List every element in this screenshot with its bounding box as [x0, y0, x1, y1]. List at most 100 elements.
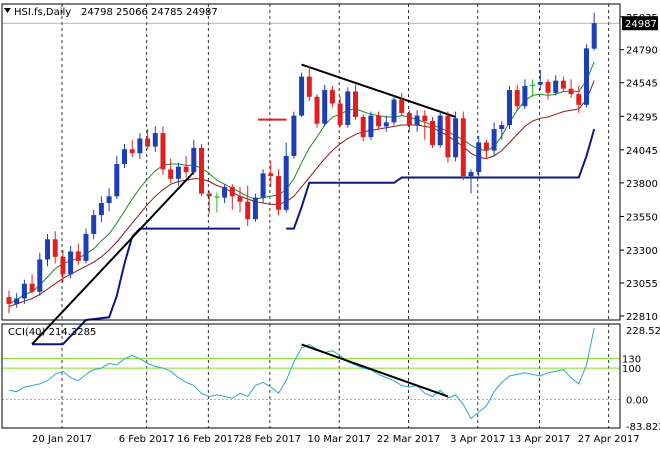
- candle-body: [368, 115, 374, 138]
- candle-body: [468, 172, 474, 177]
- candle-body: [52, 239, 58, 257]
- candle-body: [460, 118, 466, 177]
- candle-body: [399, 99, 405, 113]
- candle-body: [175, 166, 181, 179]
- price-candles: [6, 12, 597, 314]
- candle-body: [114, 164, 120, 197]
- x-tick-label: 16 Feb 2017: [177, 434, 239, 445]
- candle-body: [83, 233, 89, 261]
- candle-body: [576, 94, 582, 105]
- candle-body: [360, 116, 366, 138]
- candle-body: [252, 197, 258, 220]
- x-tick-label: 28 Feb 2017: [239, 434, 301, 445]
- candle-body: [445, 115, 451, 158]
- candle-body: [137, 138, 143, 154]
- candle-body: [214, 196, 220, 198]
- candle-body: [383, 122, 389, 127]
- axis-labels: 20 Jan 2017 6 Feb 2017 16 Feb 2017 28 Feb 2…: [4, 8, 660, 445]
- cci-line: [8, 327, 595, 420]
- candle-body: [314, 96, 320, 124]
- candle-body: [530, 84, 536, 87]
- y-tick-label: 23300: [626, 246, 658, 257]
- candle-body: [491, 129, 497, 151]
- candle-body: [45, 239, 50, 260]
- candle-body: [306, 76, 312, 97]
- cci-lines: [8, 327, 595, 420]
- candle-body: [183, 166, 189, 173]
- candle-body: [453, 118, 459, 158]
- candle-body: [37, 259, 43, 292]
- candle-body: [545, 81, 551, 93]
- candle-body: [422, 115, 428, 121]
- candle-body: [406, 112, 412, 126]
- candle-body: [98, 203, 104, 216]
- candle-body: [129, 149, 135, 154]
- candle-body: [145, 138, 151, 147]
- y-tick-label: 24045: [626, 146, 658, 157]
- y-tick-label: 23550: [626, 212, 658, 223]
- candle-body: [276, 176, 281, 210]
- x-tick-label: 20 Jan 2017: [32, 434, 92, 445]
- price-chart-title: HSI.fs,Daily: [14, 7, 71, 18]
- candle-body: [329, 90, 335, 104]
- candle-body: [229, 186, 235, 197]
- trailing-stop-line: [32, 227, 240, 346]
- price-pane-frame: [1, 3, 621, 321]
- candle-body: [584, 48, 589, 105]
- candle-body: [568, 88, 574, 95]
- cci-level-label: 130: [622, 355, 641, 366]
- candle-body: [537, 81, 543, 85]
- x-tick-label: 6 Feb 2017: [119, 434, 175, 445]
- last-price-text: 24987: [625, 19, 657, 30]
- trailing-stop-line: [286, 128, 596, 230]
- last-price-tag: [622, 16, 658, 31]
- cci-last-value: 228.5262: [626, 326, 660, 337]
- candle-body: [60, 256, 66, 275]
- candle-body: [483, 142, 489, 151]
- cci-pane-frame: [1, 323, 621, 429]
- candle-body: [560, 80, 566, 89]
- candle-body: [391, 99, 397, 123]
- cci-chart-title: CCI(40) 214.3285: [8, 327, 96, 338]
- candle-body: [199, 147, 204, 194]
- candle-body: [507, 90, 512, 126]
- candle-body: [499, 125, 505, 130]
- candle-body: [237, 196, 243, 202]
- candle-body: [21, 283, 27, 299]
- candle-body: [268, 173, 274, 177]
- candle-body: [283, 155, 289, 210]
- candle-body: [152, 133, 158, 147]
- candle-body: [553, 80, 559, 93]
- x-tick-label: 27 Apr 2017: [578, 434, 640, 445]
- x-tick-label: 13 Apr 2017: [508, 434, 570, 445]
- candle-body: [206, 193, 212, 197]
- candle-body: [376, 115, 382, 127]
- candle-body: [222, 186, 228, 198]
- candle-body: [299, 76, 305, 116]
- candle-body: [345, 91, 351, 126]
- candle-body: [68, 251, 74, 275]
- price-ohlc-header: 24798 25066 24785 24987: [81, 7, 218, 18]
- candle-body: [29, 283, 35, 292]
- y-tick-label: 24295: [626, 112, 658, 123]
- candle-body: [476, 142, 482, 173]
- title-marker-icon: [4, 8, 11, 13]
- candle-body: [245, 201, 251, 220]
- y-tick-label: 24545: [626, 79, 658, 90]
- cci-trendline: [301, 343, 449, 398]
- candle-body: [106, 196, 112, 204]
- x-tick-label: 22 Mar 2017: [377, 434, 440, 445]
- y-tick-label: 23800: [626, 179, 658, 190]
- candle-body: [437, 115, 443, 146]
- candle-body: [337, 103, 343, 126]
- candle-body: [75, 251, 81, 261]
- candle-body: [191, 147, 197, 173]
- pane-frames: [1, 3, 621, 429]
- ma-slow-line: [8, 80, 595, 308]
- candle-body: [291, 115, 297, 156]
- cci-level-label: 100: [622, 364, 641, 375]
- candle-body: [522, 86, 528, 107]
